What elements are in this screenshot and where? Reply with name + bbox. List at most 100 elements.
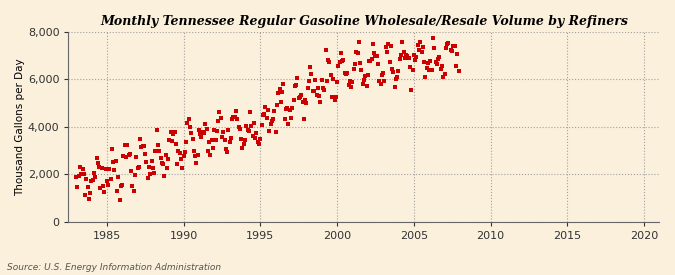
Point	[252, 140, 263, 144]
Point	[369, 51, 379, 56]
Point	[111, 159, 122, 164]
Point	[254, 142, 265, 147]
Point	[384, 59, 395, 64]
Point	[100, 167, 111, 171]
Point	[323, 58, 333, 63]
Point	[126, 169, 136, 174]
Point	[423, 60, 433, 65]
Point	[302, 86, 313, 90]
Point	[115, 184, 126, 189]
Point	[277, 90, 288, 94]
Point	[294, 96, 304, 100]
Point	[184, 125, 195, 129]
Point	[167, 138, 178, 143]
Point	[192, 153, 203, 158]
Point	[205, 153, 216, 157]
Point	[130, 173, 140, 177]
Point	[141, 160, 152, 165]
Point	[173, 148, 184, 153]
Point	[237, 146, 248, 150]
Point	[367, 57, 377, 61]
Point	[111, 188, 122, 193]
Point	[415, 40, 426, 44]
Point	[80, 193, 90, 197]
Point	[104, 166, 115, 171]
Point	[190, 154, 200, 158]
Point	[354, 61, 365, 66]
Point	[383, 42, 394, 46]
Point	[324, 60, 335, 65]
Point	[310, 78, 321, 82]
Point	[118, 153, 129, 158]
Point	[202, 149, 213, 153]
Point	[444, 28, 455, 32]
Point	[218, 130, 229, 134]
Point	[313, 85, 323, 90]
Point	[238, 142, 249, 146]
Point	[441, 42, 452, 46]
Point	[387, 67, 398, 71]
Point	[297, 100, 308, 104]
Point	[362, 73, 373, 77]
Point	[319, 88, 329, 93]
Point	[300, 98, 310, 102]
Point	[358, 78, 369, 82]
Point	[233, 125, 244, 129]
Point	[402, 54, 413, 58]
Point	[144, 165, 155, 169]
Point	[101, 179, 112, 183]
Point	[245, 110, 256, 115]
Point	[342, 71, 353, 75]
Point	[76, 172, 86, 177]
Point	[343, 83, 354, 87]
Point	[105, 177, 116, 181]
Point	[294, 95, 305, 100]
Point	[121, 155, 132, 160]
Point	[264, 129, 275, 133]
Point	[274, 87, 285, 91]
Point	[165, 130, 176, 134]
Point	[186, 131, 196, 135]
Point	[213, 119, 223, 123]
Point	[247, 134, 258, 138]
Point	[160, 153, 171, 157]
Point	[446, 48, 456, 53]
Point	[95, 186, 106, 190]
Point	[124, 152, 135, 156]
Point	[401, 53, 412, 57]
Point	[435, 67, 446, 72]
Point	[431, 62, 442, 67]
Point	[408, 53, 419, 57]
Point	[188, 149, 199, 153]
Point	[424, 68, 435, 72]
Point	[278, 82, 289, 87]
Point	[296, 92, 306, 97]
Point	[155, 156, 166, 160]
Point	[259, 112, 269, 116]
Point	[327, 95, 338, 99]
Point	[81, 177, 92, 181]
Point	[159, 174, 170, 178]
Point	[197, 130, 208, 134]
Point	[200, 122, 211, 127]
Point	[122, 143, 133, 147]
Point	[146, 158, 157, 163]
Point	[378, 71, 389, 76]
Point	[219, 138, 230, 142]
Point	[286, 116, 296, 120]
Point	[267, 119, 277, 123]
Point	[210, 138, 221, 142]
Point	[317, 78, 327, 82]
Point	[171, 162, 182, 166]
Point	[392, 75, 402, 79]
Point	[114, 198, 125, 203]
Point	[452, 52, 463, 56]
Point	[78, 172, 89, 176]
Point	[352, 51, 363, 56]
Point	[86, 179, 97, 184]
Point	[379, 79, 390, 83]
Point	[275, 100, 286, 104]
Point	[335, 50, 346, 55]
Point	[256, 123, 267, 128]
Point	[337, 59, 348, 63]
